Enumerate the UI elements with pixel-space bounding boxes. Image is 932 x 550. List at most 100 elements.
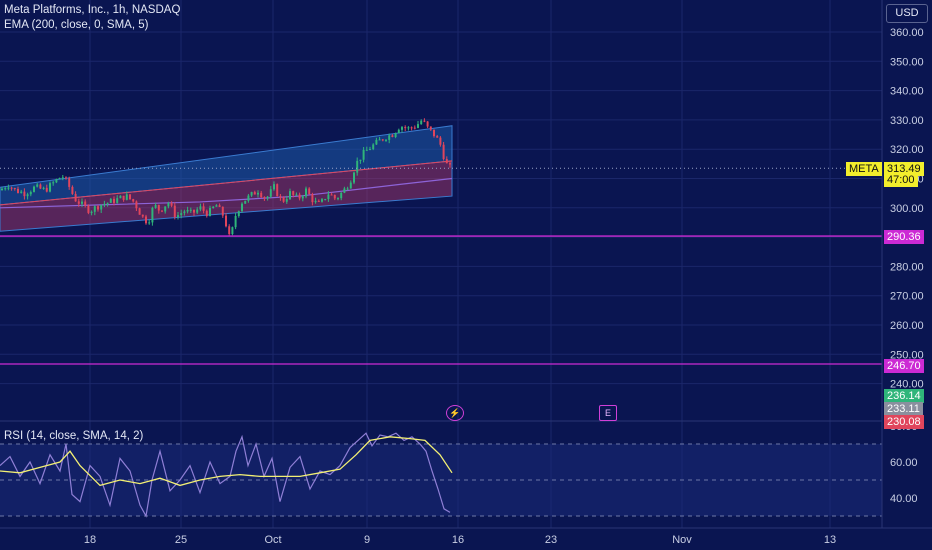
- candle-body: [209, 208, 211, 216]
- candle-body: [359, 159, 362, 161]
- candle-body: [375, 139, 378, 145]
- candle-body: [36, 184, 39, 187]
- candle-body: [257, 192, 259, 195]
- flash-event-icon[interactable]: ⚡: [446, 405, 464, 421]
- candle-body: [349, 182, 352, 189]
- candle-body: [65, 177, 67, 179]
- candle-body: [23, 191, 26, 197]
- rsi-pane: [0, 420, 932, 518]
- candle-body: [109, 198, 112, 203]
- price-axis[interactable]: 360.00350.00340.00330.00320.00310.00300.…: [881, 0, 932, 550]
- candle-body: [90, 211, 93, 213]
- candle-body: [273, 184, 275, 190]
- candle-body: [167, 203, 170, 207]
- candle-body: [308, 188, 311, 195]
- candle-body: [228, 226, 231, 235]
- candle-body: [381, 139, 384, 141]
- candle-body: [401, 127, 403, 130]
- price-tick-label: 240.00: [890, 379, 924, 391]
- candle-body: [330, 194, 333, 196]
- time-tick-label: 9: [364, 534, 370, 546]
- candle-body: [145, 216, 147, 224]
- price-tick-label: 320.00: [890, 144, 924, 156]
- horizontal-levels[interactable]: [0, 167, 882, 365]
- candle-body: [26, 194, 29, 197]
- candle-body: [186, 210, 189, 212]
- candle-body: [183, 211, 186, 214]
- candle-body: [20, 191, 23, 193]
- candle-body: [202, 206, 205, 211]
- time-tick-label: 25: [175, 534, 187, 546]
- candle-body: [129, 194, 131, 200]
- candle-body: [247, 195, 250, 201]
- rsi-line: [0, 432, 451, 518]
- ema-legend[interactable]: EMA (200, close, 0, SMA, 5): [4, 19, 149, 31]
- candle-body: [276, 184, 279, 197]
- candle-body: [170, 203, 173, 206]
- candle-body: [397, 129, 400, 134]
- candle-body: [439, 137, 442, 145]
- candle-body: [119, 195, 122, 199]
- candle-body: [260, 192, 263, 198]
- candle-body: [369, 149, 371, 151]
- price-tick-label: 330.00: [890, 115, 924, 127]
- candle-body: [193, 209, 195, 213]
- candle-body: [199, 206, 202, 210]
- candle-body: [423, 120, 426, 122]
- candle-body: [177, 215, 179, 218]
- candle-body: [305, 188, 307, 197]
- candle-body: [17, 188, 19, 193]
- candle-body: [135, 201, 138, 209]
- candle-body: [55, 179, 58, 183]
- candle-body: [407, 127, 410, 129]
- candle-body: [141, 214, 144, 217]
- candle-body: [391, 135, 394, 137]
- time-axis[interactable]: 18 25 Oct 9 16 23 Nov 13: [0, 527, 932, 550]
- rsi-tick-label: 60.00: [890, 457, 918, 469]
- candle-body: [81, 201, 83, 204]
- candle-body: [340, 192, 343, 199]
- candle-body: [343, 188, 346, 193]
- time-tick-label: Oct: [264, 534, 281, 546]
- candle-body: [269, 189, 272, 197]
- candle-body: [362, 150, 365, 160]
- candle-body: [244, 200, 247, 204]
- price-tick-label: 300.00: [890, 203, 924, 215]
- candle-body: [138, 208, 141, 215]
- candle-body: [295, 194, 298, 196]
- candle-body: [215, 205, 218, 207]
- candle-body: [77, 201, 80, 204]
- time-axis-bg: [0, 528, 932, 550]
- candle-body: [132, 199, 135, 202]
- symbol-title[interactable]: Meta Platforms, Inc., 1h, NASDAQ: [4, 4, 181, 16]
- price-tick-label: 350.00: [890, 56, 924, 68]
- candle-body: [372, 144, 375, 150]
- candle-body: [266, 196, 269, 199]
- candle-body: [84, 201, 87, 206]
- candle-body: [337, 198, 339, 200]
- time-tick-label: 23: [545, 534, 557, 546]
- candle-body: [292, 191, 295, 195]
- rsi-tick-label: 40.00: [890, 493, 918, 505]
- candle-body: [327, 194, 330, 200]
- candle-body: [52, 182, 55, 184]
- candle-body: [151, 207, 154, 223]
- candle-body: [87, 205, 90, 213]
- candle-body: [122, 195, 125, 200]
- candle-body: [298, 194, 301, 199]
- candle-body: [196, 209, 199, 213]
- candle-body: [420, 120, 423, 125]
- candle-body: [321, 199, 323, 202]
- earnings-event-icon[interactable]: E: [599, 405, 617, 421]
- candle-body: [285, 199, 288, 202]
- candle-body: [45, 187, 48, 192]
- time-tick-label: 13: [824, 534, 836, 546]
- currency-button[interactable]: USD: [886, 4, 928, 23]
- time-tick-label: 18: [84, 534, 96, 546]
- rsi-legend[interactable]: RSI (14, close, SMA, 14, 2): [4, 430, 144, 442]
- candle-body: [10, 187, 13, 189]
- candle-body: [388, 135, 391, 140]
- candle-body: [164, 206, 167, 212]
